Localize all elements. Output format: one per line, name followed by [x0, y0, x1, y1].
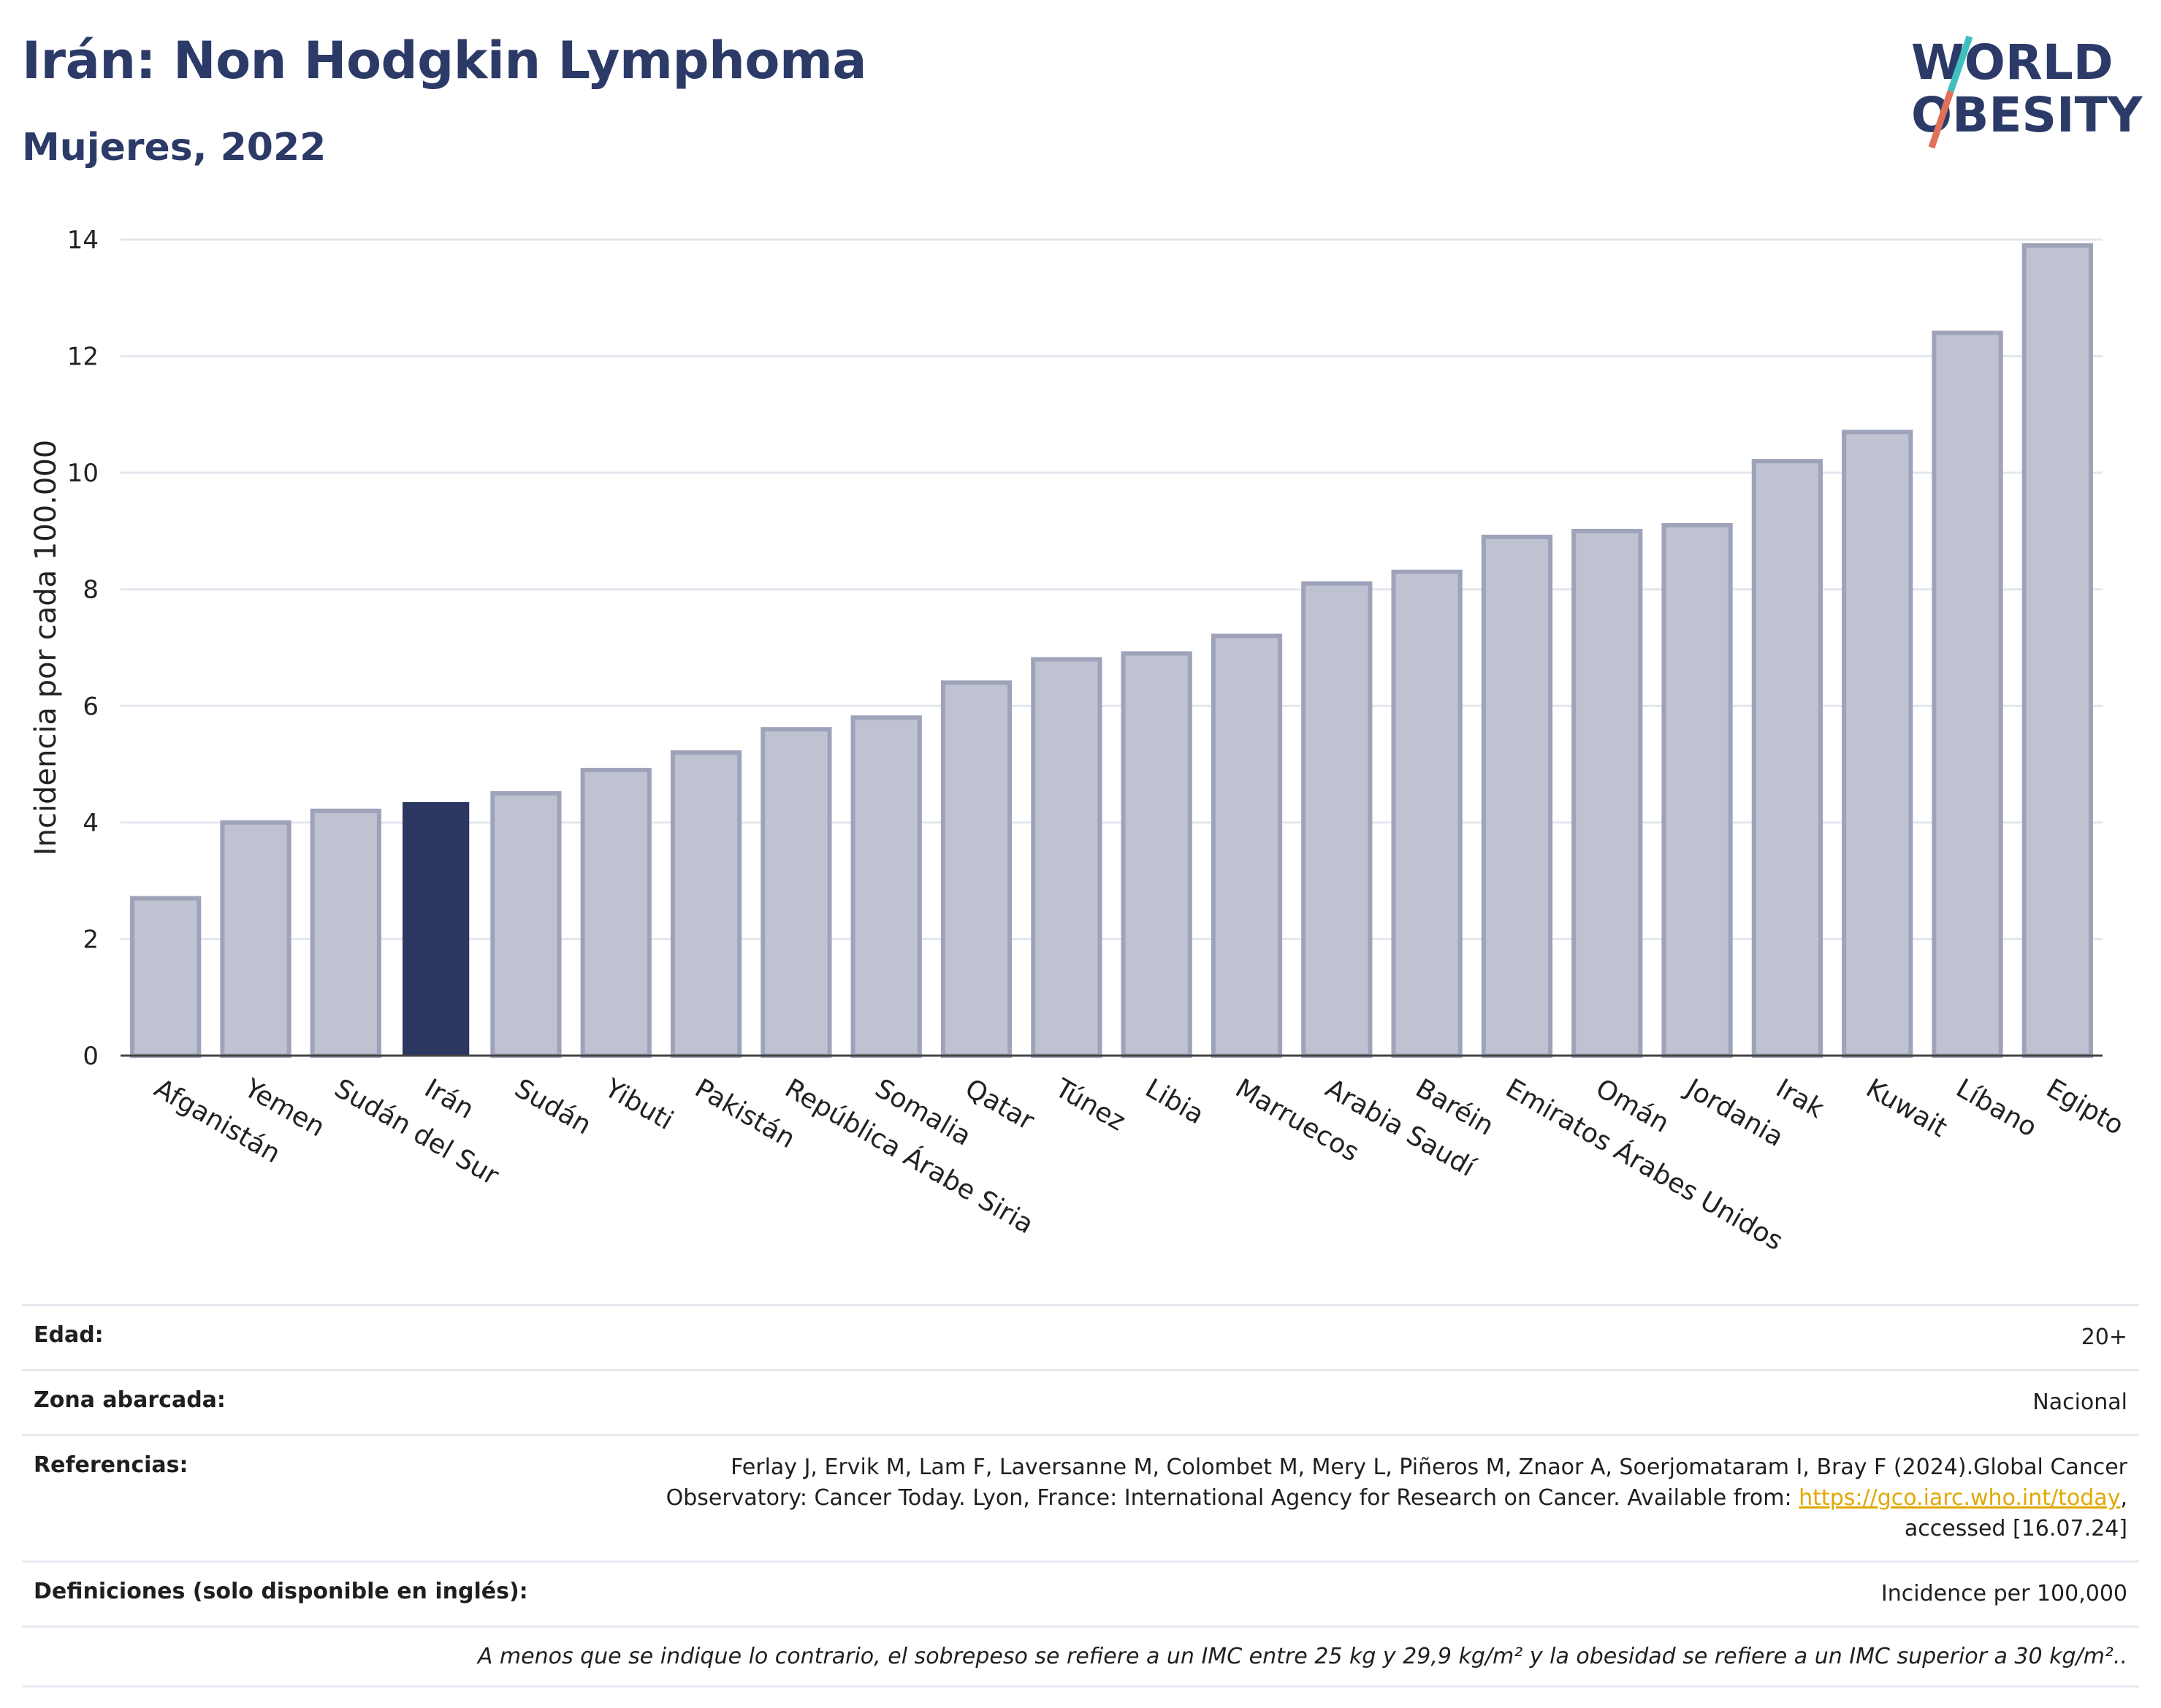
bar [2021, 243, 2093, 1059]
bar [1932, 330, 2003, 1058]
bar [580, 768, 652, 1058]
world-obesity-logo: WORLD OBESITY [1911, 34, 2143, 149]
bar [1391, 569, 1463, 1058]
bar [310, 808, 381, 1059]
x-category-label: Sudán [509, 1073, 596, 1140]
logo-accent-teal [1947, 35, 1973, 93]
logo-accent-coral [1928, 90, 1954, 149]
y-tick-label: 2 [83, 925, 99, 954]
bar [1031, 657, 1102, 1058]
bar [1301, 581, 1373, 1058]
info-row-note: A menos que se indique lo contrario, el … [22, 1625, 2139, 1688]
chart-subtitle: Mujeres, 2022 [22, 126, 327, 169]
chart-title: Irán: Non Hodgkin Lymphoma [22, 31, 867, 91]
age-label: Edad: [34, 1322, 104, 1348]
bar [940, 680, 1013, 1058]
y-axis-title: Incidencia por cada 100.000 [29, 440, 63, 856]
definitions-value: Incidence per 100,000 [1880, 1581, 2127, 1606]
y-tick-label: 8 [83, 576, 99, 605]
y-tick-label: 6 [83, 692, 99, 721]
x-category-label: Líbano [1951, 1073, 2042, 1143]
bar [130, 896, 202, 1058]
bar [1842, 430, 1913, 1058]
info-table: Edad: 20+ Zona abarcada: Nacional Refere… [22, 1304, 2139, 1688]
x-category-label: Sudán del Sur [329, 1073, 504, 1191]
y-tick-label: 10 [67, 459, 99, 488]
area-label: Zona abarcada: [34, 1387, 226, 1413]
info-row-age: Edad: 20+ [22, 1304, 2139, 1369]
x-category-label: Arabia Saudí [1320, 1073, 1480, 1183]
age-value: 20+ [2081, 1324, 2127, 1350]
bar [1751, 459, 1823, 1058]
references-text: Ferlay J, Ervik M, Lam F, Laversanne M, … [666, 1455, 2127, 1511]
y-tick-label: 14 [67, 226, 99, 255]
x-category-label: Jordania [1680, 1072, 1788, 1153]
logo-line-1: WORLD [1911, 34, 2114, 91]
references-link[interactable]: https://gco.iarc.who.int/today [1799, 1485, 2121, 1511]
references-value: Ferlay J, Ervik M, Lam F, Laversanne M, … [593, 1452, 2127, 1544]
references-label: Referencias: [34, 1452, 188, 1478]
info-row-area: Zona abarcada: Nacional [22, 1369, 2139, 1434]
bar [1661, 522, 1733, 1058]
bar [1211, 633, 1283, 1058]
bar [220, 820, 291, 1058]
obesity-note: A menos que se indique lo contrario, el … [477, 1644, 2127, 1669]
x-category-label: Libia [1140, 1073, 1209, 1130]
x-category-label: Irak [1771, 1073, 1829, 1124]
bar [761, 727, 832, 1058]
x-category-label: Irán [419, 1073, 479, 1125]
y-tick-label: 4 [83, 809, 99, 838]
bar [490, 790, 562, 1058]
bar [1121, 651, 1192, 1058]
x-category-label: Kuwait [1861, 1073, 1952, 1143]
x-category-label: Túnez [1049, 1073, 1130, 1137]
bar [670, 750, 742, 1058]
area-value: Nacional [2032, 1389, 2127, 1415]
bar [850, 715, 922, 1058]
definitions-label: Definiciones (solo disponible en inglés)… [34, 1579, 528, 1604]
references-accessed: , accessed [16.07.24] [1904, 1485, 2127, 1541]
x-category-label: Egipto [2041, 1073, 2129, 1141]
bar-highlighted [402, 801, 470, 1056]
x-category-label: Yibuti [599, 1073, 678, 1136]
info-row-references: Referencias: Ferlay J, Ervik M, Lam F, L… [22, 1434, 2139, 1560]
info-row-definitions: Definiciones (solo disponible en inglés)… [22, 1560, 2139, 1625]
y-tick-label: 0 [83, 1042, 99, 1071]
bar [1481, 534, 1553, 1058]
y-tick-label: 12 [67, 343, 99, 372]
bar [1571, 528, 1643, 1058]
x-category-label: Pakistán [690, 1073, 800, 1154]
